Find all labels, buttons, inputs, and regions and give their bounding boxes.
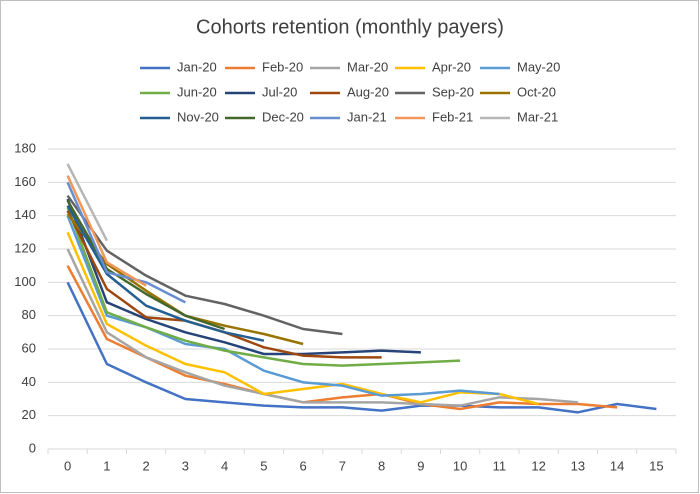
legend-label: Jun-20 [177,84,217,99]
series-line [66,206,461,367]
x-tick-label: 15 [649,458,663,473]
x-tick-label: 9 [417,458,424,473]
x-tick-label: 1 [103,458,110,473]
series-line [66,194,343,336]
legend-label: Jan-21 [347,109,387,124]
x-tick-label: 12 [531,458,545,473]
legend-label: Mar-21 [517,109,558,124]
legend-label: Aug-20 [347,84,389,99]
legend-label: Feb-21 [432,109,473,124]
y-tick-label: 80 [22,307,36,322]
x-tick-label: 7 [339,458,346,473]
legend-label: Apr-20 [432,59,471,74]
x-tick-label: 5 [260,458,267,473]
series-line [66,200,226,331]
series-line [66,181,186,304]
legend-label: Mar-20 [347,59,388,74]
series-line [66,163,108,242]
x-tick-label: 10 [453,458,467,473]
legend-label: Dec-20 [262,109,304,124]
x-tick-label: 14 [610,458,624,473]
legend-label: Oct-20 [517,84,556,99]
chart-title: Cohorts retention (monthly payers) [196,16,504,38]
series-line [66,248,578,407]
legend-label: Nov-20 [177,109,219,124]
legend-label: Sep-20 [432,84,474,99]
x-tick-label: 4 [221,458,228,473]
legend-label: Jan-20 [177,59,217,74]
legend-label: May-20 [517,59,560,74]
y-tick-label: 180 [14,140,36,155]
series-line [66,231,539,406]
series-line [66,175,147,287]
y-tick-label: 40 [22,374,36,389]
x-tick-label: 11 [493,458,507,473]
x-tick-label: 3 [182,458,189,473]
series-line [66,281,657,414]
y-tick-label: 20 [22,407,36,422]
x-tick-label: 6 [300,458,307,473]
y-tick-label: 100 [14,274,36,289]
series-line [66,205,265,342]
legend-label: Feb-20 [262,59,303,74]
x-tick-label: 8 [378,458,385,473]
y-tick-label: 0 [29,440,36,455]
legend-label: Jul-20 [262,84,297,99]
y-tick-label: 140 [14,207,36,222]
x-tick-label: 2 [143,458,150,473]
y-tick-label: 120 [14,240,36,255]
y-tick-label: 60 [22,340,36,355]
x-tick-label: 0 [64,458,71,473]
x-tick-label: 13 [571,458,585,473]
series-line [66,198,421,356]
y-tick-label: 160 [14,174,36,189]
